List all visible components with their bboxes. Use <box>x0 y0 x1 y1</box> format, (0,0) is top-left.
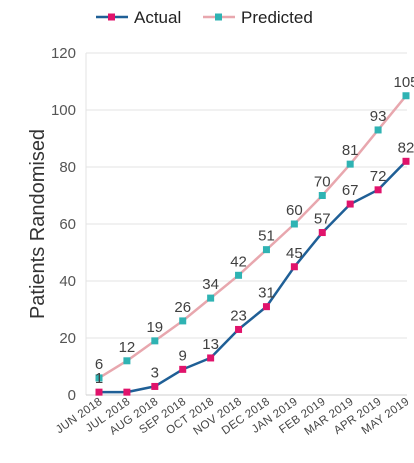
data-point-actual <box>95 388 103 396</box>
data-label-actual: 23 <box>230 307 247 324</box>
data-label-predicted: 12 <box>119 339 136 356</box>
legend-item-actual: Actual <box>96 8 181 27</box>
data-label-predicted: 81 <box>342 142 359 159</box>
data-point-actual <box>262 303 270 311</box>
series-lines <box>98 95 407 394</box>
data-label-predicted: 60 <box>286 202 303 219</box>
legend-marker-predicted <box>215 13 222 21</box>
data-point-actual <box>179 365 187 373</box>
data-label-actual: 31 <box>258 285 275 302</box>
data-label-predicted: 51 <box>258 228 275 245</box>
data-label-predicted: 26 <box>174 299 191 316</box>
gridlines <box>85 52 407 396</box>
data-label-actual: 67 <box>342 182 359 199</box>
data-point-actual <box>402 157 410 165</box>
data-point-predicted <box>290 220 298 228</box>
y-tick-label: 0 <box>68 387 76 404</box>
y-axis-ticks: 0 20 40 60 80 100 120 <box>51 45 76 404</box>
data-label-predicted: 6 <box>95 356 103 373</box>
data-point-predicted <box>235 271 243 279</box>
y-tick-label: 80 <box>59 159 76 176</box>
y-axis-label: Patients Randomised <box>27 129 49 319</box>
data-point-predicted <box>318 192 326 199</box>
data-point-predicted <box>151 337 159 345</box>
legend: Actual Predicted <box>96 8 313 27</box>
data-label-predicted: 34 <box>202 276 219 293</box>
data-point-predicted <box>346 160 354 168</box>
data-label-actual: 9 <box>179 347 187 364</box>
data-point-predicted <box>207 294 215 302</box>
legend-marker-actual <box>108 13 115 21</box>
data-point-predicted <box>95 374 103 382</box>
data-point-predicted <box>123 357 131 365</box>
data-point-predicted <box>262 246 270 254</box>
data-label-predicted: 105 <box>393 74 414 91</box>
y-tick-label: 40 <box>59 273 76 290</box>
data-label-actual: 72 <box>370 168 387 185</box>
data-point-actual <box>290 263 298 271</box>
data-label-predicted: 19 <box>146 319 163 336</box>
legend-label-predicted: Predicted <box>241 8 313 27</box>
data-label-predicted: 42 <box>230 253 247 270</box>
y-tick-label: 20 <box>59 330 76 347</box>
legend-item-predicted: Predicted <box>203 8 313 27</box>
data-point-actual <box>123 388 131 396</box>
data-point-actual <box>318 229 326 237</box>
data-label-actual: 1 <box>95 370 103 387</box>
data-point-actual <box>235 325 243 333</box>
data-label-actual: 57 <box>314 211 331 228</box>
data-label-actual: 3 <box>151 364 159 381</box>
data-label-actual: 45 <box>286 245 303 262</box>
data-point-actual <box>374 186 382 194</box>
data-label-actual: 82 <box>398 139 414 156</box>
series-line-predicted <box>98 95 407 379</box>
data-point-predicted <box>402 92 410 100</box>
data-label-actual: 13 <box>202 336 219 353</box>
data-point-predicted <box>374 126 382 134</box>
y-tick-label: 100 <box>51 102 76 119</box>
data-point-actual <box>346 200 354 208</box>
legend-label-actual: Actual <box>134 8 181 27</box>
series-markers <box>95 92 410 396</box>
y-tick-label: 60 <box>59 216 76 233</box>
data-labels: 6121926344251607081931051391323314557677… <box>95 74 414 387</box>
data-point-actual <box>207 354 215 362</box>
y-tick-label: 120 <box>51 45 76 62</box>
data-label-predicted: 93 <box>370 108 387 125</box>
series-line-actual <box>99 160 407 394</box>
data-point-predicted <box>179 317 187 325</box>
data-point-actual <box>151 382 159 390</box>
data-label-predicted: 70 <box>314 174 331 191</box>
